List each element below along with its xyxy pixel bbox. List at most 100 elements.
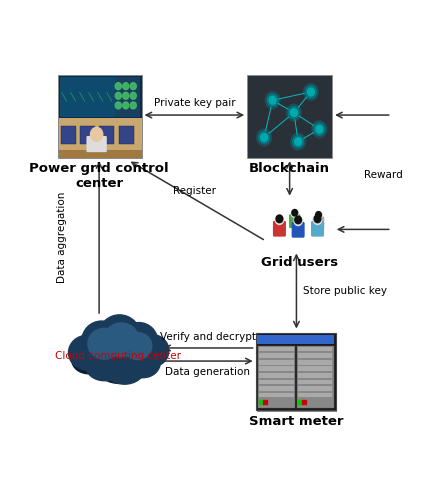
- FancyBboxPatch shape: [60, 76, 115, 116]
- Circle shape: [268, 96, 276, 104]
- Circle shape: [315, 126, 322, 133]
- Ellipse shape: [88, 328, 120, 359]
- FancyBboxPatch shape: [297, 386, 332, 390]
- FancyBboxPatch shape: [294, 222, 300, 224]
- Text: Smart meter: Smart meter: [249, 415, 343, 428]
- Ellipse shape: [99, 360, 139, 384]
- Circle shape: [307, 88, 314, 96]
- Circle shape: [294, 138, 301, 145]
- Text: Data generation: Data generation: [165, 367, 250, 377]
- Text: Register: Register: [173, 186, 215, 196]
- Ellipse shape: [85, 350, 123, 380]
- FancyBboxPatch shape: [312, 216, 324, 230]
- Text: Verify and decrypt: Verify and decrypt: [159, 332, 255, 342]
- Circle shape: [123, 92, 128, 100]
- Ellipse shape: [134, 334, 169, 367]
- Circle shape: [303, 84, 318, 100]
- Circle shape: [90, 128, 102, 141]
- FancyBboxPatch shape: [314, 220, 320, 222]
- Circle shape: [267, 94, 277, 106]
- FancyBboxPatch shape: [80, 126, 95, 144]
- FancyBboxPatch shape: [291, 214, 297, 216]
- Circle shape: [258, 132, 269, 143]
- FancyBboxPatch shape: [276, 220, 282, 222]
- FancyBboxPatch shape: [315, 216, 321, 218]
- FancyBboxPatch shape: [297, 380, 332, 384]
- FancyBboxPatch shape: [247, 76, 332, 158]
- Circle shape: [115, 82, 121, 89]
- Circle shape: [275, 215, 283, 224]
- Circle shape: [130, 92, 136, 100]
- FancyBboxPatch shape: [258, 360, 293, 364]
- Circle shape: [290, 210, 297, 218]
- Text: Cloud computing center: Cloud computing center: [55, 352, 180, 362]
- FancyBboxPatch shape: [297, 347, 332, 352]
- FancyBboxPatch shape: [297, 392, 332, 398]
- FancyBboxPatch shape: [258, 373, 293, 378]
- Text: Private key pair: Private key pair: [153, 98, 235, 108]
- FancyBboxPatch shape: [297, 366, 332, 371]
- Circle shape: [115, 92, 121, 100]
- Circle shape: [305, 86, 316, 98]
- FancyBboxPatch shape: [86, 136, 106, 152]
- Circle shape: [265, 92, 279, 108]
- Circle shape: [288, 106, 299, 119]
- FancyBboxPatch shape: [297, 354, 332, 358]
- Circle shape: [292, 136, 303, 148]
- Text: Data aggregation: Data aggregation: [57, 192, 67, 283]
- Circle shape: [311, 120, 326, 138]
- Circle shape: [294, 216, 301, 224]
- FancyBboxPatch shape: [258, 366, 293, 371]
- Circle shape: [290, 109, 297, 116]
- FancyBboxPatch shape: [256, 335, 336, 412]
- FancyBboxPatch shape: [297, 373, 332, 378]
- Circle shape: [130, 102, 136, 109]
- Circle shape: [291, 210, 297, 216]
- FancyBboxPatch shape: [258, 392, 293, 398]
- Ellipse shape: [68, 336, 106, 370]
- FancyBboxPatch shape: [61, 126, 76, 144]
- Circle shape: [115, 102, 121, 109]
- Text: Blockchain: Blockchain: [248, 162, 329, 175]
- FancyBboxPatch shape: [296, 346, 333, 408]
- FancyBboxPatch shape: [258, 386, 293, 390]
- FancyBboxPatch shape: [115, 76, 140, 116]
- FancyBboxPatch shape: [58, 150, 141, 158]
- FancyBboxPatch shape: [258, 354, 293, 358]
- FancyBboxPatch shape: [272, 221, 285, 236]
- FancyBboxPatch shape: [297, 360, 332, 364]
- Circle shape: [123, 102, 128, 109]
- Ellipse shape: [72, 347, 106, 374]
- FancyBboxPatch shape: [99, 126, 114, 144]
- Circle shape: [315, 212, 321, 218]
- FancyBboxPatch shape: [288, 214, 300, 228]
- Circle shape: [276, 215, 282, 222]
- Circle shape: [260, 134, 267, 141]
- FancyBboxPatch shape: [257, 346, 294, 408]
- Text: Store public key: Store public key: [303, 286, 386, 296]
- Ellipse shape: [120, 322, 157, 360]
- FancyBboxPatch shape: [258, 347, 293, 352]
- Text: Grid users: Grid users: [261, 256, 338, 270]
- Circle shape: [313, 123, 324, 136]
- Circle shape: [130, 82, 136, 89]
- FancyBboxPatch shape: [118, 126, 133, 144]
- Circle shape: [256, 129, 271, 146]
- FancyBboxPatch shape: [58, 76, 141, 118]
- Circle shape: [293, 216, 302, 226]
- Ellipse shape: [126, 347, 160, 378]
- Circle shape: [313, 215, 321, 224]
- Ellipse shape: [104, 352, 145, 384]
- Circle shape: [123, 82, 128, 89]
- FancyBboxPatch shape: [258, 380, 293, 384]
- Ellipse shape: [123, 332, 152, 359]
- Circle shape: [314, 215, 320, 222]
- FancyBboxPatch shape: [58, 118, 141, 158]
- Circle shape: [290, 133, 305, 150]
- Ellipse shape: [124, 353, 156, 378]
- Circle shape: [286, 104, 300, 121]
- Text: Reward: Reward: [364, 170, 403, 180]
- Circle shape: [314, 212, 321, 220]
- FancyBboxPatch shape: [257, 335, 333, 344]
- Ellipse shape: [98, 315, 140, 357]
